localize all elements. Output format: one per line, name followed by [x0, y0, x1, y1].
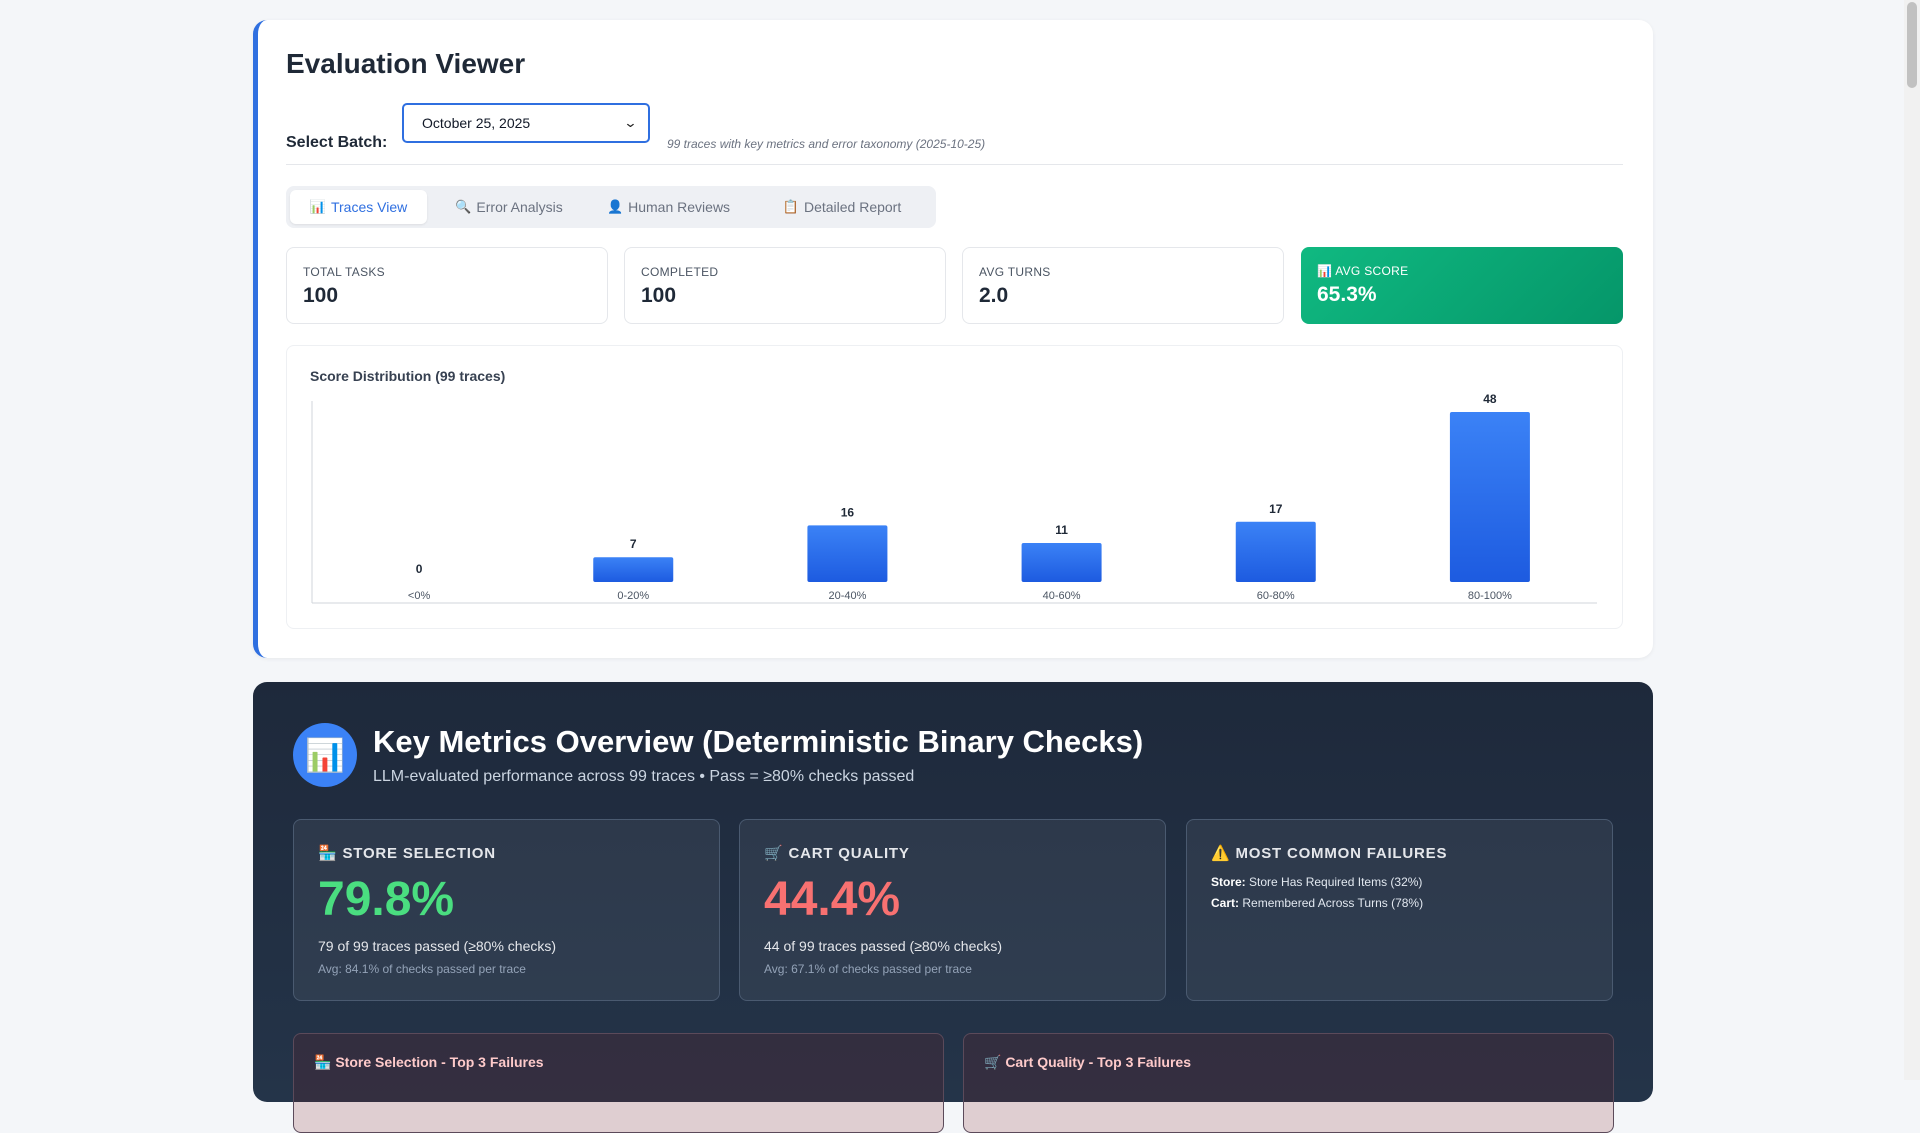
cart-quality-avg: Avg: 67.1% of checks passed per trace [764, 962, 972, 976]
person-icon: 👤 [606, 199, 624, 214]
tab-label: Human Reviews [628, 199, 731, 215]
stat-label: 📊 AVG SCORE [1317, 264, 1409, 278]
page-title: Evaluation Viewer [286, 48, 526, 79]
view-tabs: 📊 Traces View 🔍 Error Analysis 👤 Human R… [286, 186, 936, 228]
stat-completed: COMPLETED 100 [624, 247, 946, 324]
cart-top-failures-heading: 🛒 Cart Quality - Top 3 Failures [984, 1054, 1191, 1070]
bar-category-label: 0-20% [617, 590, 649, 602]
chart-title: Score Distribution (99 traces) [310, 368, 506, 384]
stat-value: 65.3% [1317, 283, 1377, 306]
magnifier-icon: 🔍 [455, 199, 472, 214]
store-selection-card: 🏪 STORE SELECTION 79.8% 79 of 99 traces … [293, 819, 720, 1001]
store-selection-passed: 79 of 99 traces passed (≥80% checks) [318, 938, 557, 954]
divider [286, 164, 1623, 165]
page-scrollbar[interactable] [1904, 0, 1920, 1080]
clipboard-icon: 📋 [782, 199, 799, 214]
store-top-failures-heading: 🏪 Store Selection - Top 3 Failures [314, 1054, 544, 1070]
bar[interactable] [807, 525, 888, 582]
stat-value: 2.0 [979, 284, 1009, 307]
bar-category-label: 80-100% [1468, 590, 1512, 602]
bar-chart-icon: 📊 [293, 723, 357, 787]
tab-label: Detailed Report [803, 199, 902, 215]
cart-quality-heading: 🛒 CART QUALITY [764, 845, 910, 862]
key-metrics-subtitle: LLM-evaluated performance across 99 trac… [373, 768, 915, 785]
stat-label: AVG TURNS [979, 265, 1051, 279]
store-top-failures-card: 🏪 Store Selection - Top 3 Failures [293, 1033, 944, 1133]
failure-item: Store: Store Has Required Items (32%) [1211, 875, 1422, 889]
failure-item: Cart: Remembered Across Turns (78%) [1211, 896, 1423, 910]
key-metrics-title: Key Metrics Overview (Deterministic Bina… [373, 724, 1144, 759]
stat-avg-score: 📊 AVG SCORE 65.3% [1301, 247, 1623, 324]
chart-icon: 📊 [309, 199, 326, 214]
bar[interactable] [593, 557, 674, 582]
batch-hint: 99 traces with key metrics and error tax… [667, 137, 986, 151]
common-failures-heading: ⚠️ MOST COMMON FAILURES [1211, 845, 1448, 862]
bar-category-label: 20-40% [828, 590, 866, 602]
bar[interactable] [1449, 412, 1530, 582]
stat-total-tasks: TOTAL TASKS 100 [286, 247, 608, 324]
cart-quality-percent: 44.4% [764, 873, 901, 926]
bar-value-label: 16 [841, 505, 855, 519]
tab-error-analysis[interactable]: 🔍 Error Analysis [434, 190, 584, 224]
batch-select-value: October 25, 2025 [422, 115, 531, 131]
tab-detailed-report[interactable]: 📋 Detailed Report [753, 190, 931, 224]
failure-text: Remembered Across Turns (78%) [1242, 896, 1424, 910]
stat-value: 100 [641, 284, 677, 307]
bar[interactable] [1235, 521, 1316, 582]
stat-label: COMPLETED [641, 265, 719, 279]
bar[interactable] [1021, 543, 1102, 582]
cart-quality-passed: 44 of 99 traces passed (≥80% checks) [764, 938, 1003, 954]
bar-category-label: 60-80% [1257, 590, 1295, 602]
batch-select[interactable]: October 25, 2025 ⌄ [402, 103, 650, 143]
cart-top-failures-card: 🛒 Cart Quality - Top 3 Failures [963, 1033, 1614, 1133]
tab-human-reviews[interactable]: 👤 Human Reviews [591, 190, 746, 224]
tab-label: Traces View [330, 199, 408, 215]
bar-value-label: 48 [1483, 392, 1497, 406]
score-distribution-card: Score Distribution (99 traces) 0 <0% 7 0-20… [286, 345, 1623, 629]
stat-label: TOTAL TASKS [303, 265, 385, 279]
bar-value-label: 11 [1055, 523, 1068, 537]
scrollbar-thumb[interactable] [1907, 2, 1917, 88]
failure-text: Store Has Required Items (32%) [1249, 875, 1423, 889]
evaluation-viewer-panel: Evaluation Viewer Select Batch: October … [253, 20, 1653, 658]
tab-traces-view[interactable]: 📊 Traces View [290, 190, 427, 224]
chevron-down-icon: ⌄ [623, 115, 638, 130]
common-failures-card: ⚠️ MOST COMMON FAILURES Store: Store Has… [1186, 819, 1613, 1001]
bar-category-label: <0% [408, 590, 431, 602]
bar-category-label: 40-60% [1043, 590, 1081, 602]
batch-label: Select Batch: [286, 134, 388, 151]
key-metrics-panel: 📊 Key Metrics Overview (Deterministic Bi… [253, 682, 1653, 1133]
bar-value-label: 0 [416, 562, 423, 576]
stat-avg-turns: AVG TURNS 2.0 [962, 247, 1284, 324]
store-selection-heading: 🏪 STORE SELECTION [318, 845, 496, 862]
cart-quality-card: 🛒 CART QUALITY 44.4% 44 of 99 traces pas… [739, 819, 1166, 1001]
bar-value-label: 17 [1269, 502, 1283, 516]
failure-label: Cart: [1211, 896, 1240, 910]
tab-label: Error Analysis [476, 199, 563, 215]
score-distribution-chart: 0 <0% 7 0-20% 16 20-40% 11 40-60% 17 60-80% 48 80-1… [311, 392, 1597, 604]
stat-value: 100 [303, 284, 339, 307]
store-selection-avg: Avg: 84.1% of checks passed per trace [318, 962, 526, 976]
store-selection-percent: 79.8% [318, 873, 455, 926]
bar-value-label: 7 [630, 537, 637, 551]
failure-label: Store: [1211, 875, 1246, 889]
